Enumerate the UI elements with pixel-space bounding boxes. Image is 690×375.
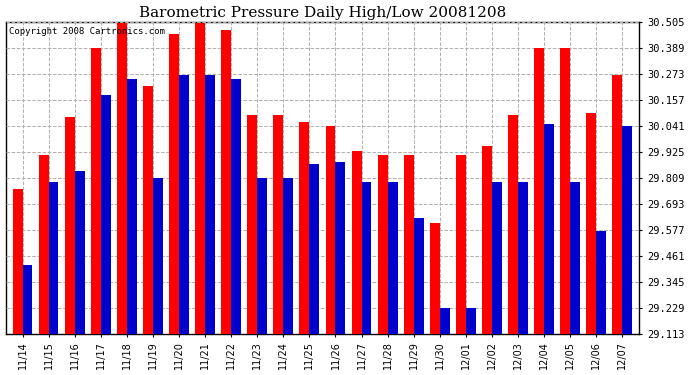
Bar [12, 189, 23, 334]
Bar [195, 23, 205, 334]
Bar [169, 34, 179, 334]
Bar [127, 79, 137, 334]
Bar [508, 115, 518, 334]
Bar [39, 155, 48, 334]
Bar [622, 126, 632, 334]
Bar [257, 178, 267, 334]
Bar [440, 308, 450, 334]
Bar [273, 115, 284, 334]
Bar [482, 146, 492, 334]
Bar [326, 126, 335, 334]
Bar [570, 182, 580, 334]
Text: Copyright 2008 Cartronics.com: Copyright 2008 Cartronics.com [9, 27, 165, 36]
Bar [596, 231, 607, 334]
Bar [91, 48, 101, 334]
Bar [518, 182, 528, 334]
Bar [335, 162, 346, 334]
Bar [544, 124, 554, 334]
Bar [75, 171, 85, 334]
Bar [231, 79, 241, 334]
Bar [221, 30, 231, 334]
Bar [534, 48, 544, 334]
Bar [352, 151, 362, 334]
Bar [492, 182, 502, 334]
Bar [48, 182, 59, 334]
Bar [456, 155, 466, 334]
Bar [143, 86, 153, 334]
Bar [377, 155, 388, 334]
Bar [388, 182, 397, 334]
Bar [117, 23, 127, 334]
Bar [430, 222, 440, 334]
Bar [23, 265, 32, 334]
Bar [205, 75, 215, 334]
Title: Barometric Pressure Daily High/Low 20081208: Barometric Pressure Daily High/Low 20081… [139, 6, 506, 20]
Bar [284, 178, 293, 334]
Bar [247, 115, 257, 334]
Bar [153, 178, 163, 334]
Bar [65, 117, 75, 334]
Bar [309, 164, 319, 334]
Bar [586, 113, 596, 334]
Bar [362, 182, 371, 334]
Bar [404, 155, 414, 334]
Bar [613, 75, 622, 334]
Bar [101, 95, 110, 334]
Bar [299, 122, 309, 334]
Bar [466, 308, 476, 334]
Bar [179, 75, 189, 334]
Bar [560, 48, 570, 334]
Bar [414, 218, 424, 334]
